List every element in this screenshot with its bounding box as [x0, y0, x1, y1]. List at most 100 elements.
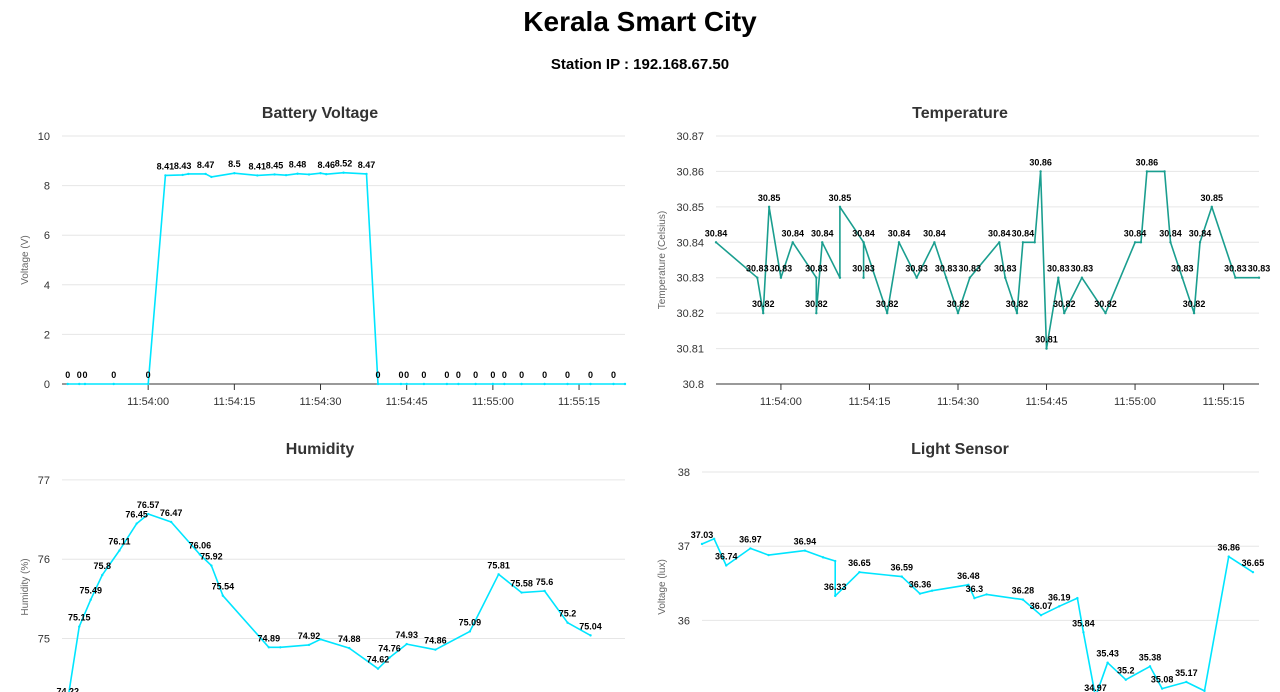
data-point	[376, 667, 380, 670]
x-tick-label: 11:55:00	[472, 396, 514, 408]
data-point	[135, 522, 138, 525]
temperature-chart: Temperature 30.8 30.81 30.82 30.83 30.84 30.85…	[657, 105, 1270, 408]
y-tick-label: 30.82	[676, 308, 704, 320]
data-label: 36.33	[824, 582, 847, 592]
data-point	[365, 172, 368, 176]
data-point	[273, 173, 276, 176]
data-point	[376, 382, 380, 386]
data-point	[821, 241, 824, 244]
data-point	[767, 205, 771, 209]
data-label: 8.45	[266, 160, 284, 170]
data-point	[181, 173, 184, 177]
data-point	[566, 621, 569, 624]
data-point	[89, 598, 92, 601]
data-label: 74.86	[424, 636, 447, 646]
data-point	[1082, 631, 1085, 634]
y-tick-label: 30.8	[683, 379, 704, 391]
data-label: 76.45	[125, 510, 148, 520]
data-label: 75.2	[559, 609, 577, 619]
data-point	[1057, 276, 1060, 279]
data-label: 8.46	[317, 160, 335, 170]
x-tick-label: 11:54:30	[300, 396, 342, 408]
humidity-chart: Humidity 75 76 77 Humidity (%) 74.22 75.15 75.4…	[20, 441, 625, 692]
data-label: 8.43	[174, 161, 192, 171]
data-point	[1106, 661, 1109, 664]
data-point	[210, 175, 213, 179]
data-label: 30.84	[888, 228, 911, 238]
x-tick-label: 11:54:45	[1026, 396, 1068, 408]
data-label: 36.59	[891, 563, 914, 573]
data-label: 0	[146, 370, 151, 380]
data-point	[1257, 276, 1261, 279]
data-point	[791, 241, 794, 244]
data-label: 36.94	[794, 537, 817, 547]
data-label: 35.08	[1151, 675, 1174, 685]
data-label: 0	[375, 370, 380, 380]
y-tick-label: 8	[44, 181, 50, 193]
data-label: 0	[473, 370, 478, 380]
data-point	[900, 575, 903, 578]
data-label: 30.83	[994, 264, 1017, 274]
data-point	[566, 382, 569, 386]
data-point	[66, 382, 69, 386]
data-label: 36.65	[1242, 558, 1265, 568]
data-point	[918, 592, 922, 595]
data-label: 30.82	[1094, 299, 1117, 309]
data-point	[296, 172, 299, 175]
data-point	[267, 646, 271, 649]
data-point	[146, 512, 150, 516]
data-label: 75.04	[579, 621, 602, 631]
data-label: 0	[421, 370, 426, 380]
data-label: 75.81	[487, 560, 510, 570]
data-point	[821, 556, 825, 559]
data-label: 30.85	[1201, 193, 1224, 203]
data-point	[967, 583, 970, 586]
data-point	[78, 625, 81, 628]
y-tick-label: 38	[678, 467, 690, 479]
data-label: 30.82	[1183, 299, 1206, 309]
data-point	[1181, 276, 1184, 279]
x-tick-label: 11:54:45	[386, 396, 428, 408]
data-point	[803, 549, 807, 552]
data-point	[1015, 311, 1019, 315]
data-point	[422, 382, 426, 386]
data-point	[118, 549, 121, 552]
data-point	[307, 643, 311, 647]
data-point	[474, 382, 477, 386]
data-point	[1033, 241, 1036, 244]
data-point	[1139, 241, 1143, 244]
data-label: 74.62	[367, 655, 390, 665]
data-label: 30.84	[705, 228, 728, 238]
data-label: 30.84	[988, 228, 1011, 238]
data-label: 30.84	[1159, 228, 1182, 238]
data-label: 8.52	[335, 159, 353, 169]
data-point	[968, 276, 971, 279]
data-point	[700, 542, 704, 546]
data-point	[221, 594, 225, 597]
x-tick-label: 11:54:00	[760, 396, 802, 408]
data-point	[612, 382, 615, 386]
y-axis-label: Humidity (%)	[20, 558, 31, 615]
data-point	[307, 173, 311, 176]
data-point	[623, 382, 627, 386]
data-point	[1080, 276, 1084, 279]
y-tick-label: 77	[38, 475, 50, 487]
data-label: 34.97	[1084, 683, 1107, 692]
data-label: 30.84	[1124, 228, 1147, 238]
y-tick-label: 30.81	[676, 344, 704, 356]
y-tick-label: 30.87	[676, 131, 704, 143]
data-point	[1076, 596, 1079, 600]
y-tick-label: 10	[38, 131, 50, 143]
data-label: 35.2	[1117, 666, 1135, 676]
data-label: 30.84	[1012, 228, 1035, 238]
data-label: 0	[65, 370, 70, 380]
data-label: 35.43	[1096, 649, 1119, 659]
data-point	[862, 276, 865, 279]
station-ip: Station IP : 192.168.67.50	[550, 56, 730, 73]
data-point	[756, 276, 759, 279]
data-point	[1251, 570, 1255, 574]
data-label: 75.09	[459, 617, 482, 627]
data-label: 30.86	[1029, 157, 1052, 167]
y-tick-label: 30.83	[676, 273, 704, 285]
data-label: 30.82	[1053, 299, 1076, 309]
